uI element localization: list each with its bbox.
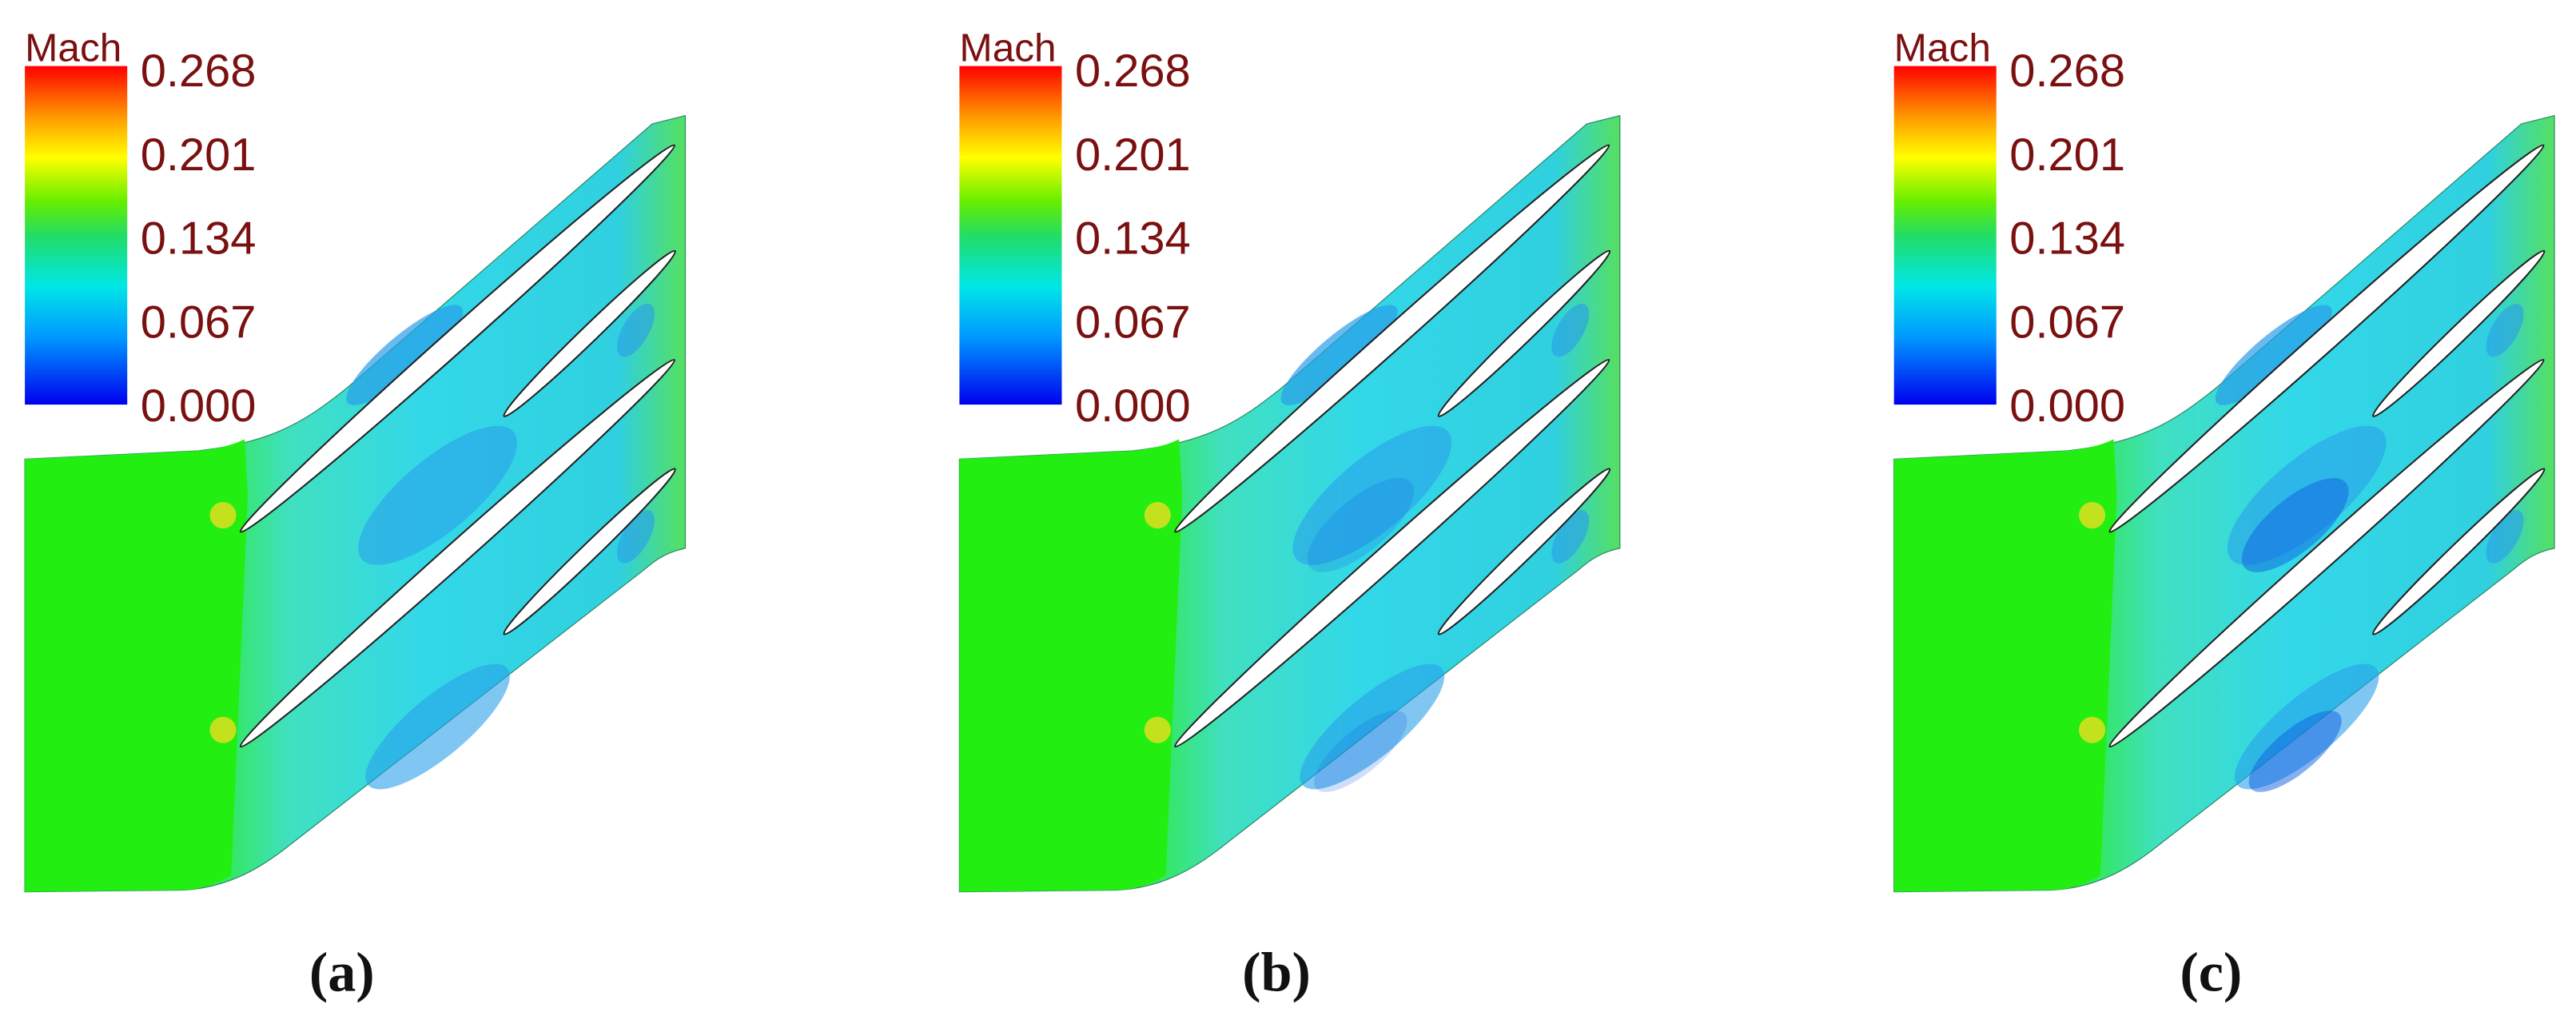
- colorbar-tick-label: 0.134: [2009, 213, 2125, 265]
- colorbar-tick-label: 0.000: [2009, 381, 2125, 432]
- colorbar-title: Mach: [1894, 25, 1991, 70]
- low-speed-region: [2248, 711, 2342, 792]
- colorbar-tick-label: 0.268: [141, 46, 257, 97]
- colorbar: [959, 66, 1062, 405]
- colorbar-tick-label: 0.000: [1075, 381, 1191, 432]
- colorbar-tick-label: 0.201: [2009, 129, 2125, 181]
- panel: Mach 0.268 0.201 0.134 0.067 0.000 (c): [1893, 25, 2556, 1004]
- colorbar-tick-label: 0.134: [141, 213, 257, 265]
- low-speed-region: [1307, 478, 1415, 572]
- caption: (c): [2180, 942, 2242, 1004]
- colorbar-tick-label: 0.268: [1075, 46, 1191, 97]
- colorbar-tick-label: 0.067: [1075, 297, 1191, 348]
- panel: Mach 0.268 0.201 0.134 0.067 0.000 (b): [958, 25, 1621, 1004]
- colorbar: [25, 66, 128, 405]
- colorbar-tick-label: 0.201: [141, 129, 257, 181]
- colorbar-title: Mach: [25, 25, 121, 70]
- colorbar-tick-label: 0.134: [1075, 213, 1191, 265]
- colorbar-tick-label: 0.067: [141, 297, 257, 348]
- colorbar-tick-label: 0.201: [1075, 129, 1191, 181]
- caption: (b): [1242, 942, 1311, 1004]
- colorbar-tick-label: 0.268: [2009, 46, 2125, 97]
- colorbar-tick-label: 0.067: [2009, 297, 2125, 348]
- low-speed-region: [2241, 478, 2349, 572]
- panel: Mach 0.268 0.201 0.134 0.067 0.000 (a): [24, 25, 687, 1004]
- colorbar-title: Mach: [959, 25, 1056, 70]
- caption: (a): [309, 942, 375, 1004]
- colorbar: [1893, 66, 1997, 405]
- colorbar-tick-label: 0.000: [141, 381, 257, 432]
- low-speed-region: [1314, 711, 1407, 792]
